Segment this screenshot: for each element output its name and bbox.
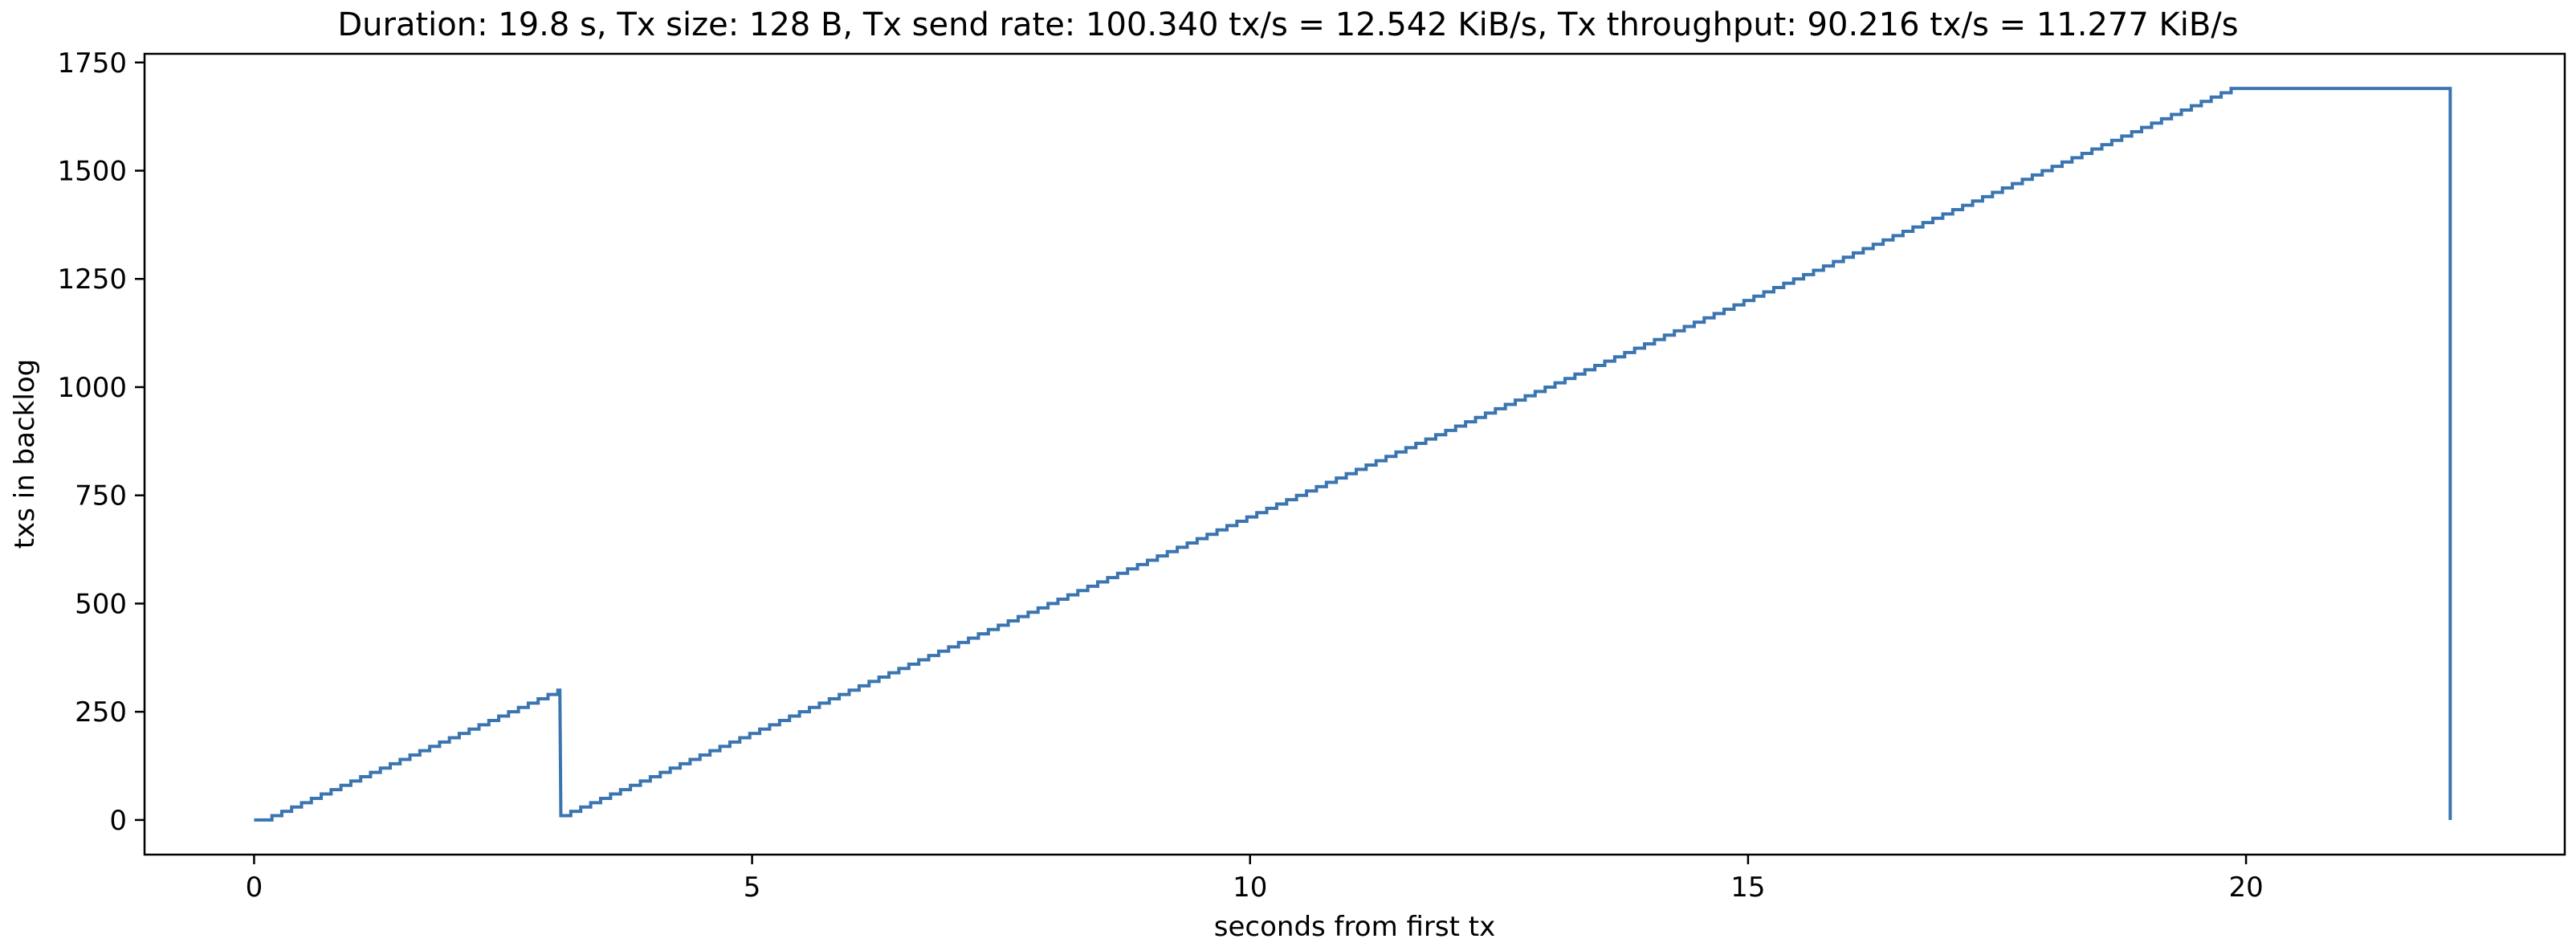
plot-area	[143, 52, 2566, 856]
x-tick-label: 5	[744, 871, 761, 904]
y-tick-label: 1500	[57, 156, 127, 188]
y-axis-label: txs in backlog	[9, 359, 41, 549]
x-tick-label: 0	[246, 871, 263, 904]
x-axis: 0 5 10 15 20	[246, 855, 2264, 904]
y-tick-label: 1000	[57, 372, 127, 404]
y-tick-label: 250	[75, 696, 127, 729]
y-tick-label: 0	[109, 805, 127, 837]
series-layer	[254, 87, 2452, 822]
y-tick-label: 750	[75, 480, 127, 512]
y-tick-label: 1750	[57, 47, 127, 80]
series-line	[254, 87, 2452, 822]
y-axis: 0 250 500 750 1000 1250 1500 1750	[57, 47, 145, 837]
x-tick-label: 10	[1233, 871, 1267, 904]
y-tick-label: 1250	[57, 263, 127, 296]
x-axis-label: seconds from first tx	[1214, 911, 1495, 943]
x-tick-label: 20	[2228, 871, 2263, 904]
x-tick-label: 15	[1730, 871, 1765, 904]
chart-title: Duration: 19.8 s, Tx size: 128 B, Tx sen…	[337, 6, 2238, 43]
y-tick-label: 500	[75, 588, 127, 620]
